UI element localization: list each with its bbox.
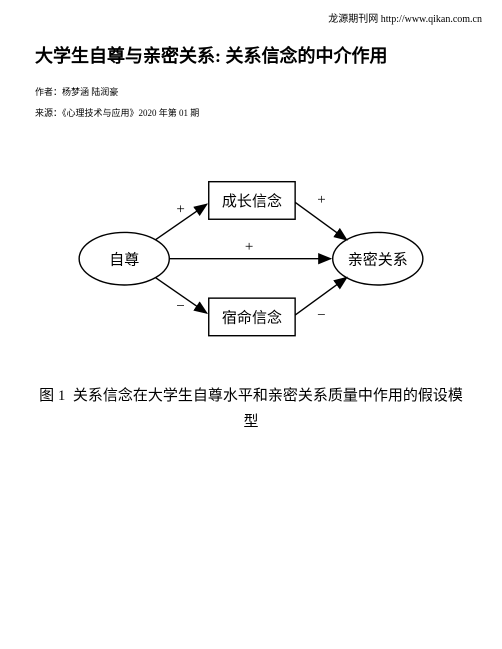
source-label: 来源： <box>35 108 62 118</box>
node-growth-label: 成长信念 <box>222 192 282 210</box>
caption-label: 图 1 <box>39 388 65 404</box>
node-destiny-label: 宿命信念 <box>222 308 282 326</box>
edge-growth-intimacy-sign: + <box>317 192 325 208</box>
authors-line: 作者：杨梦涵 陆润豪 <box>35 84 467 100</box>
article-title: 大学生自尊与亲密关系: 关系信念的中介作用 <box>35 40 467 72</box>
source-value: 《心理技术与应用》2020 年第 01 期 <box>62 108 199 118</box>
edge-selfesteem-growth-sign: + <box>176 201 184 217</box>
authors-label: 作者： <box>35 87 62 97</box>
edge-destiny-intimacy-sign: − <box>317 308 325 324</box>
figure-caption: 图 1 关系信念在大学生自尊水平和亲密关系质量中作用的假设模型 <box>35 384 467 435</box>
mediation-diagram: 自尊 成长信念 宿命信念 亲密关系 + + − + <box>35 146 467 371</box>
edge-selfesteem-intimacy-sign: + <box>245 239 253 255</box>
authors-value: 杨梦涵 陆润豪 <box>62 87 118 97</box>
node-intimacy-label: 亲密关系 <box>348 251 408 268</box>
site-url: http://www.qikan.com.cn <box>381 14 482 25</box>
header-source-link: 龙源期刊网 http://www.qikan.com.cn <box>328 10 482 25</box>
caption-text: 关系信念在大学生自尊水平和亲密关系质量中作用的假设模型 <box>73 388 463 430</box>
edge-selfesteem-destiny-sign: − <box>176 298 184 314</box>
figure-container: 自尊 成长信念 宿命信念 亲密关系 + + − + <box>35 146 467 435</box>
source-line: 来源：《心理技术与应用》2020 年第 01 期 <box>35 105 467 121</box>
node-self-esteem-label: 自尊 <box>109 251 139 268</box>
article-content: 大学生自尊与亲密关系: 关系信念的中介作用 作者：杨梦涵 陆润豪 来源：《心理技… <box>0 0 502 435</box>
site-label: 龙源期刊网 <box>328 14 378 25</box>
